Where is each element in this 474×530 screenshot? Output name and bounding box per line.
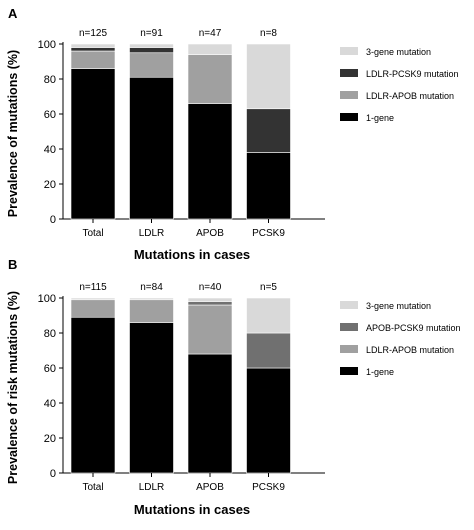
panel-a-bar-ldlr-seg-2 [129,47,174,54]
panel-a-bar-apob-seg-3 [187,43,233,55]
panel-a-bar-apob-seg-1 [187,54,233,104]
panel-a-bar-total-seg-1 [70,50,116,69]
panel-a-y-tick-label: 100 [38,39,56,51]
panel-b-legend-entry: 1-gene [366,367,394,377]
panel-b-n-label: n=5 [260,282,277,293]
panel-a-bar-pcsk9-seg-0 [246,152,291,220]
panel-b-legend-swatch [340,323,358,331]
panel-b-n-label: n=40 [199,282,222,293]
panel-a-bar-total-seg-0 [70,68,116,220]
panel-b-x-tick-label: PCSK9 [252,482,285,493]
panel-b-bar-pcsk9-seg-2 [246,332,291,369]
panel-a-y-tick-label: 40 [44,144,56,156]
panel-a-y-tick-label: 60 [44,109,56,121]
panel-b-bar-ldlr-seg-1 [129,299,174,323]
panel-a-y-tick-label: 0 [50,214,56,226]
panel-b-y-tick-label: 0 [50,468,56,480]
panel-b-y-tick-label: 80 [44,328,56,340]
panel-b-bar-apob-seg-2 [187,301,233,306]
panel-a-n-label: n=125 [79,28,108,39]
panel-b-legend-swatch [340,345,358,353]
panel-a-n-label: n=47 [199,28,222,39]
panel-a-x-axis-title: Mutations in cases [134,247,250,262]
panel-a-x-tick-label: PCSK9 [252,228,285,239]
panel-b-n-label: n=115 [79,282,107,293]
panel-a-bar-total-seg-2 [70,47,116,52]
panel-b-x-tick-label: Total [82,482,103,493]
panel-b-y-axis-title: Prevalence of risk mutations (%) [6,291,20,484]
panel-b-bar-total-seg-0 [70,316,116,474]
panel-b-bar-ldlr-seg-0 [129,322,174,474]
panel-b-bar-total-seg-1 [70,299,116,318]
panel-b-bar-pcsk9-seg-3 [246,297,291,334]
panel-b-legend-swatch [340,301,358,309]
panel-a-bar-ldlr-seg-3 [129,43,174,48]
panel-a-legend-swatch [340,113,358,121]
panel-b-x-tick-label: APOB [196,482,224,493]
panel-b-legend-entry: LDLR-APOB mutation [366,345,454,355]
panel-b-bar-apob-seg-1 [187,304,233,355]
panel-b-bar-ldlr-seg-3 [129,297,174,301]
panel-b-y-tick-label: 20 [44,433,56,445]
panel-a-bar-total-seg-3 [70,43,116,48]
panel-a-y-tick-label: 80 [44,74,56,86]
panel-a-bar-pcsk9-seg-2 [246,108,291,153]
panel-a-legend-entry: 1-gene [366,113,394,123]
panel-b-y-tick-label: 60 [44,363,56,375]
panel-a-legend-entry: LDLR-APOB mutation [366,91,454,101]
panel-a-n-label: n=8 [260,28,277,39]
panel-b-legend-entry: 3-gene mutation [366,301,431,311]
panel-a-x-tick-label: LDLR [139,228,165,239]
panel-a-x-tick-label: APOB [196,228,224,239]
panel-a-x-tick-label: Total [82,228,103,239]
panel-b-x-axis-title: Mutations in cases [134,502,250,517]
panel-a-y-tick-label: 20 [44,179,56,191]
panel-b-y-tick-label: 100 [38,293,56,305]
panel-a-legend-entry: 3-gene mutation [366,47,431,57]
panel-b-legend-swatch [340,367,358,375]
panel-a-legend-swatch [340,91,358,99]
panel-b-n-label: n=84 [140,282,163,293]
panel-a-bar-ldlr-seg-1 [129,52,174,78]
panel-b-y-tick-label: 40 [44,398,56,410]
panel-b-bar-apob-seg-0 [187,353,233,474]
panel-b-label: B [8,257,17,272]
panel-b-legend-entry: APOB-PCSK9 mutation [366,323,461,333]
panel-b-x-tick-label: LDLR [139,482,165,493]
panel-a-legend-swatch [340,47,358,55]
panel-a-bar-pcsk9-seg-3 [246,43,291,110]
panel-b-bar-pcsk9-seg-0 [246,367,291,474]
panel-a-bar-ldlr-seg-0 [129,76,174,220]
panel-b-bar-total-seg-3 [70,297,116,301]
panel-a-legend-swatch [340,69,358,77]
panel-a-legend-entry: LDLR-PCSK9 mutation [366,69,459,79]
panel-a-n-label: n=91 [140,28,163,39]
panel-a-bar-apob-seg-0 [187,103,233,220]
panel-b-bar-apob-seg-3 [187,297,233,302]
panel-a-y-axis-title: Prevalence of mutations (%) [6,50,20,217]
panel-a-label: A [8,6,18,21]
